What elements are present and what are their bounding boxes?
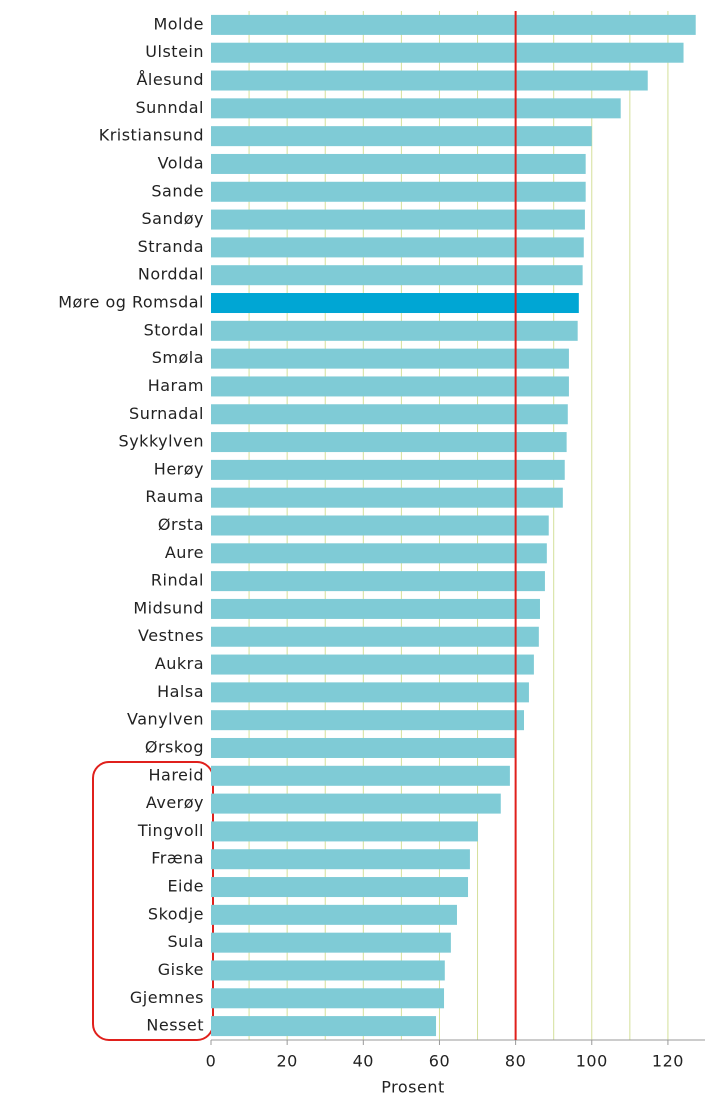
bar bbox=[211, 849, 470, 870]
bar bbox=[211, 960, 445, 981]
bar bbox=[211, 988, 445, 1009]
bar bbox=[211, 1016, 437, 1037]
bar bbox=[211, 98, 621, 119]
y-tick-label: Molde bbox=[153, 14, 204, 33]
bar bbox=[211, 654, 534, 675]
y-tick-label: Midsund bbox=[133, 598, 204, 617]
y-tick-label: Vanylven bbox=[127, 710, 204, 729]
y-tick-label: Fræna bbox=[151, 849, 204, 868]
x-tick-label: 120 bbox=[652, 1052, 684, 1071]
highlight-box bbox=[92, 761, 214, 1041]
x-tick-label: 20 bbox=[276, 1052, 297, 1071]
y-tick-label: Stordal bbox=[144, 320, 204, 339]
y-tick-label: Aukra bbox=[155, 654, 204, 673]
bar bbox=[211, 432, 567, 453]
bar bbox=[211, 598, 540, 619]
bar bbox=[211, 237, 584, 258]
bar bbox=[211, 626, 539, 647]
y-tick-label: Rindal bbox=[151, 571, 204, 590]
y-tick-label: Nesset bbox=[146, 1016, 204, 1035]
bar bbox=[211, 70, 648, 91]
bar bbox=[211, 543, 547, 564]
bar bbox=[211, 571, 545, 592]
y-tick-label: Aure bbox=[165, 543, 204, 562]
y-tick-label: Sandøy bbox=[141, 209, 204, 228]
y-tick-label: Ålesund bbox=[136, 70, 204, 89]
bar bbox=[211, 126, 592, 147]
y-tick-label: Averøy bbox=[146, 793, 204, 812]
y-tick-label: Sula bbox=[167, 932, 204, 951]
bar bbox=[211, 320, 578, 341]
bar bbox=[211, 821, 478, 842]
x-tick-label: 80 bbox=[505, 1052, 526, 1071]
y-tick-label: Ørsta bbox=[158, 515, 204, 534]
y-tick-label: Kristiansund bbox=[99, 126, 204, 145]
y-tick-label: Herøy bbox=[154, 459, 204, 478]
x-tick-label: 0 bbox=[206, 1052, 217, 1071]
x-axis-label: Prosent bbox=[381, 1078, 444, 1096]
y-tick-label: Smøla bbox=[152, 348, 204, 367]
bar bbox=[211, 515, 549, 536]
y-tick-label: Gjemnes bbox=[130, 988, 204, 1007]
y-tick-label: Sande bbox=[151, 181, 204, 200]
bar bbox=[211, 932, 451, 953]
y-tick-label: Ulstein bbox=[145, 42, 204, 61]
bar bbox=[211, 14, 696, 35]
y-tick-label: Volda bbox=[158, 153, 204, 172]
y-tick-label: Sykkylven bbox=[119, 432, 204, 451]
bar bbox=[211, 793, 501, 814]
bar bbox=[211, 682, 529, 703]
y-tick-label: Hareid bbox=[148, 765, 204, 784]
bar bbox=[211, 348, 569, 369]
y-tick-label: Skodje bbox=[148, 904, 204, 923]
y-tick-label: Sunndal bbox=[136, 98, 204, 117]
y-tick-label: Rauma bbox=[145, 487, 204, 506]
y-tick-label: Giske bbox=[158, 960, 204, 979]
bar bbox=[211, 487, 563, 508]
bar bbox=[211, 877, 469, 898]
y-tick-label: Haram bbox=[148, 376, 204, 395]
bar bbox=[211, 153, 586, 174]
y-tick-label: Eide bbox=[167, 877, 204, 896]
y-tick-label: Vestnes bbox=[138, 626, 204, 645]
bar bbox=[211, 209, 585, 230]
bar bbox=[211, 404, 568, 425]
bar bbox=[211, 459, 565, 480]
bar bbox=[211, 737, 516, 758]
bar bbox=[211, 376, 569, 397]
y-tick-label: Tingvoll bbox=[137, 821, 204, 840]
y-tick-label: Stranda bbox=[138, 237, 204, 256]
bar bbox=[211, 42, 684, 63]
x-tick-label: 40 bbox=[353, 1052, 374, 1071]
x-tick-label: 60 bbox=[429, 1052, 450, 1071]
bar bbox=[211, 293, 579, 314]
y-tick-label: Norddal bbox=[138, 265, 204, 284]
y-tick-label: Surnadal bbox=[129, 404, 204, 423]
bar bbox=[211, 710, 524, 731]
y-tick-label: Ørskog bbox=[145, 737, 204, 756]
bar bbox=[211, 265, 583, 286]
bar bbox=[211, 765, 510, 786]
y-tick-label: Halsa bbox=[157, 682, 204, 701]
y-tick-label: Møre og Romsdal bbox=[58, 293, 204, 312]
bar bbox=[211, 904, 457, 925]
bar bbox=[211, 181, 586, 202]
x-tick-label: 100 bbox=[576, 1052, 608, 1071]
